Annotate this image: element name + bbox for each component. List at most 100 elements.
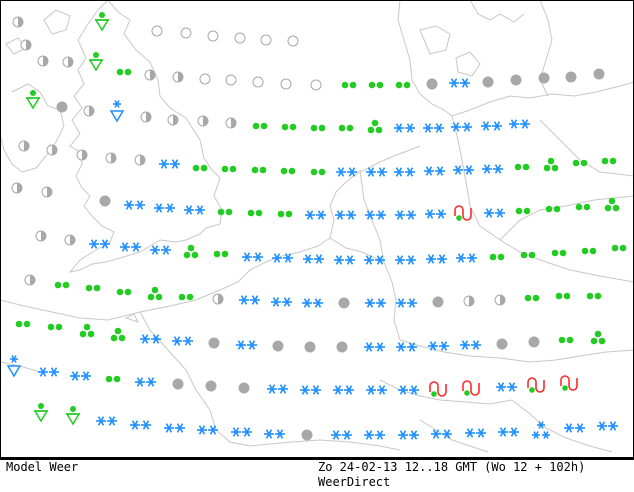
rain-icon <box>341 81 357 89</box>
rain-icon <box>192 164 208 172</box>
snow-icon <box>264 429 285 439</box>
weather-map <box>0 0 634 453</box>
snow-icon <box>89 239 110 249</box>
snow-icon <box>130 420 151 430</box>
overcast-icon <box>205 380 217 392</box>
overcast-icon <box>338 297 350 309</box>
snow-icon <box>364 430 385 440</box>
rain-icon <box>217 208 233 216</box>
overcast-icon <box>510 74 522 86</box>
snow-icon <box>456 253 477 263</box>
snow-icon <box>398 430 419 440</box>
heavy-rain-icon <box>604 197 620 212</box>
snow-icon <box>428 341 449 351</box>
thunderstorm-icon <box>462 380 480 396</box>
snow-icon <box>302 298 323 308</box>
rain-icon <box>581 247 597 255</box>
rain-icon <box>601 157 617 165</box>
snow-icon <box>164 423 185 433</box>
heavy-rain-icon <box>590 330 606 345</box>
rain-icon <box>489 253 505 261</box>
rain-icon <box>395 81 411 89</box>
shower-icon <box>33 403 49 423</box>
coastlines <box>0 0 634 453</box>
snow-shower-icon <box>109 100 125 123</box>
rain-icon <box>515 207 531 215</box>
partly-cloudy-icon <box>105 152 117 164</box>
snow-icon <box>509 119 530 129</box>
rain-icon <box>277 210 293 218</box>
partly-cloudy-icon <box>46 144 58 156</box>
snow-icon <box>394 167 415 177</box>
partly-cloudy-icon <box>463 295 475 307</box>
rain-icon <box>555 292 571 300</box>
heavy-rain-icon <box>543 157 559 172</box>
rain-icon <box>251 166 267 174</box>
clear-icon <box>225 74 237 86</box>
overcast-icon <box>432 296 444 308</box>
partly-cloudy-icon <box>18 140 30 152</box>
rain-icon <box>252 122 268 130</box>
heavy-rain-icon <box>79 323 95 338</box>
partly-cloudy-icon <box>225 117 237 129</box>
snow-icon <box>120 242 141 252</box>
snow-icon <box>465 428 486 438</box>
snow-icon <box>300 385 321 395</box>
overcast-icon <box>172 378 184 390</box>
footer-bar: Model Weer Zo 24-02-13 12..18 GMT (Wo 12… <box>0 458 634 492</box>
snow-icon <box>496 382 517 392</box>
overcast-icon <box>565 71 577 83</box>
heavy-rain-icon <box>183 244 199 259</box>
clear-icon <box>260 34 272 46</box>
thunderstorm-icon <box>560 375 578 391</box>
shower-icon <box>25 90 41 110</box>
partly-cloudy-icon <box>64 234 76 246</box>
rain-icon <box>572 159 588 167</box>
snow-icon <box>365 298 386 308</box>
snow-icon <box>197 425 218 435</box>
snow-icon <box>481 121 502 131</box>
overcast-icon <box>301 429 313 441</box>
snow-icon <box>335 210 356 220</box>
partly-cloudy-icon <box>134 154 146 166</box>
overcast-icon <box>99 195 111 207</box>
snow-icon <box>395 255 416 265</box>
model-label: Model Weer <box>6 460 79 474</box>
snow-icon <box>597 421 618 431</box>
heavy-rain-icon <box>147 286 163 301</box>
snow-icon <box>449 78 470 88</box>
partly-cloudy-icon <box>24 274 36 286</box>
rain-icon <box>54 281 70 289</box>
partly-cloudy-icon <box>172 71 184 83</box>
rain-icon <box>338 124 354 132</box>
snow-shower-icon <box>6 355 22 378</box>
snow-icon <box>172 336 193 346</box>
overcast-icon <box>336 341 348 353</box>
snow-icon <box>140 334 161 344</box>
snow-icon <box>398 385 419 395</box>
overcast-icon <box>238 382 250 394</box>
snow-icon <box>96 416 117 426</box>
rain-icon <box>368 81 384 89</box>
clear-icon <box>252 76 264 88</box>
rain-icon <box>586 292 602 300</box>
snow-shower-icon <box>532 421 550 439</box>
overcast-icon <box>272 340 284 352</box>
snow-icon <box>305 210 326 220</box>
rain-icon <box>221 165 237 173</box>
snow-icon <box>333 385 354 395</box>
overcast-icon <box>528 336 540 348</box>
overcast-icon <box>304 341 316 353</box>
heavy-rain-icon <box>110 327 126 342</box>
rain-icon <box>15 320 31 328</box>
snow-icon <box>453 165 474 175</box>
snow-icon <box>366 167 387 177</box>
snow-icon <box>331 430 352 440</box>
clear-icon <box>234 32 246 44</box>
snow-icon <box>364 255 385 265</box>
rain-icon <box>611 244 627 252</box>
overcast-icon <box>482 76 494 88</box>
thunderstorm-icon <box>429 381 447 397</box>
snow-icon <box>431 429 452 439</box>
thunderstorm-icon <box>527 377 545 393</box>
